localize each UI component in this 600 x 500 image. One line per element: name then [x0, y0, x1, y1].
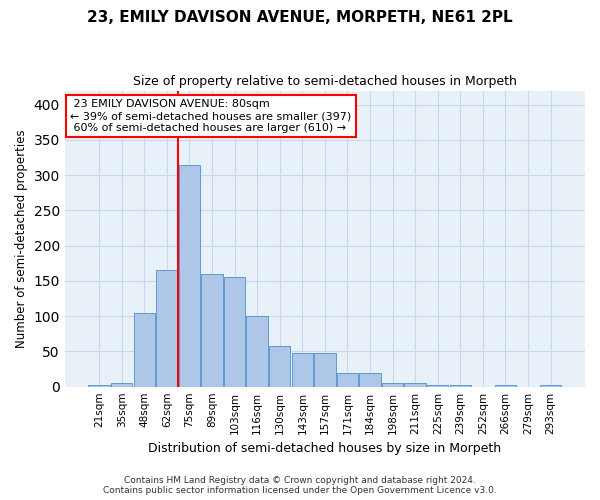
Bar [337, 372, 358, 386]
Bar [292, 353, 313, 386]
X-axis label: Distribution of semi-detached houses by size in Morpeth: Distribution of semi-detached houses by … [148, 442, 502, 455]
Bar [156, 270, 178, 386]
Text: 23, EMILY DAVISON AVENUE, MORPETH, NE61 2PL: 23, EMILY DAVISON AVENUE, MORPETH, NE61 … [87, 10, 513, 25]
Bar [314, 353, 335, 386]
Bar [179, 164, 200, 386]
Title: Size of property relative to semi-detached houses in Morpeth: Size of property relative to semi-detach… [133, 75, 517, 88]
Bar [88, 384, 110, 386]
Bar [427, 384, 448, 386]
Bar [359, 372, 381, 386]
Bar [404, 383, 426, 386]
Bar [224, 278, 245, 386]
Bar [202, 274, 223, 386]
Bar [247, 316, 268, 386]
Bar [382, 383, 403, 386]
Y-axis label: Number of semi-detached properties: Number of semi-detached properties [15, 130, 28, 348]
Text: Contains HM Land Registry data © Crown copyright and database right 2024.
Contai: Contains HM Land Registry data © Crown c… [103, 476, 497, 495]
Bar [449, 384, 471, 386]
Bar [269, 346, 290, 387]
Bar [134, 312, 155, 386]
Text: 23 EMILY DAVISON AVENUE: 80sqm
← 39% of semi-detached houses are smaller (397)
 : 23 EMILY DAVISON AVENUE: 80sqm ← 39% of … [70, 100, 351, 132]
Bar [111, 383, 133, 386]
Bar [495, 384, 516, 386]
